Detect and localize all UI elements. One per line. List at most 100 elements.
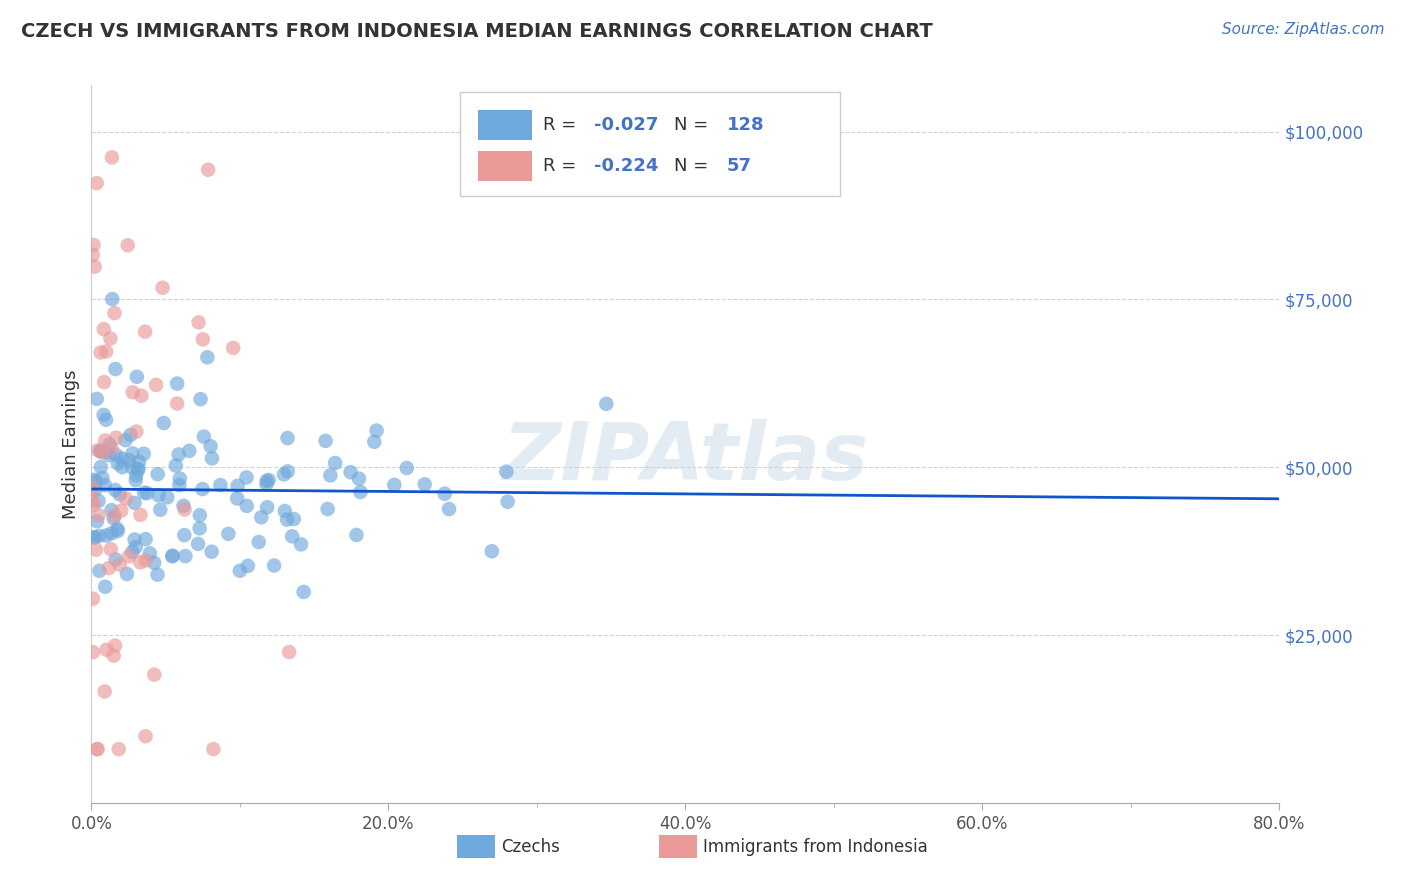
Point: [115, 567, 138, 582]
Point: [111, 451, 134, 466]
Point: [82, 645, 104, 659]
Point: [124, 496, 146, 510]
Point: [595, 397, 617, 411]
Point: [281, 529, 304, 543]
Point: [145, 378, 167, 392]
Point: [209, 478, 232, 492]
Point: [166, 376, 188, 391]
Point: [323, 456, 346, 470]
Point: [226, 479, 249, 493]
Point: [121, 460, 143, 475]
Point: [125, 473, 148, 487]
Point: [226, 491, 249, 506]
Point: [121, 385, 143, 400]
Point: [173, 528, 195, 542]
Point: [83, 531, 105, 545]
Point: [100, 332, 122, 346]
FancyBboxPatch shape: [460, 92, 839, 196]
Point: [125, 369, 148, 384]
Point: [83, 473, 105, 487]
Point: [188, 521, 211, 535]
Point: [128, 455, 150, 469]
Point: [104, 552, 127, 566]
Point: [94, 478, 117, 492]
Point: [278, 645, 301, 659]
Point: [433, 487, 456, 501]
Point: [100, 526, 122, 541]
Point: [273, 467, 295, 482]
Point: [236, 499, 259, 513]
Point: [135, 729, 157, 743]
Point: [111, 460, 134, 475]
Point: [82, 481, 104, 495]
Text: -0.224: -0.224: [593, 157, 658, 175]
Point: [179, 443, 201, 458]
Point: [274, 504, 297, 518]
Point: [256, 500, 278, 515]
Point: [107, 524, 129, 538]
Point: [319, 468, 342, 483]
Point: [222, 341, 245, 355]
Point: [86, 742, 108, 756]
Point: [257, 473, 280, 487]
FancyBboxPatch shape: [659, 835, 697, 858]
Point: [103, 306, 125, 320]
Point: [86, 742, 108, 756]
Point: [146, 567, 169, 582]
Point: [167, 447, 190, 461]
Point: [104, 483, 127, 497]
Point: [191, 332, 214, 346]
Point: [94, 413, 117, 427]
Point: [98, 437, 121, 451]
Point: [339, 465, 361, 479]
Point: [101, 292, 124, 306]
Point: [143, 556, 166, 570]
Text: 57: 57: [727, 157, 752, 175]
Point: [188, 508, 211, 523]
Point: [366, 424, 388, 438]
Point: [437, 502, 460, 516]
Point: [169, 478, 191, 492]
Point: [87, 443, 110, 458]
Point: [256, 477, 278, 491]
Point: [89, 564, 111, 578]
Point: [174, 549, 197, 563]
Point: [134, 485, 156, 500]
Point: [93, 684, 115, 698]
Point: [86, 514, 108, 528]
Point: [104, 508, 127, 523]
Point: [162, 549, 184, 563]
Text: N =: N =: [673, 116, 713, 134]
Point: [118, 453, 141, 467]
Point: [91, 471, 114, 485]
Text: ZIPAtlas: ZIPAtlas: [502, 419, 869, 497]
Point: [103, 648, 125, 663]
Point: [172, 499, 194, 513]
Point: [125, 425, 148, 439]
Point: [173, 502, 195, 516]
Point: [191, 482, 214, 496]
Point: [87, 494, 110, 508]
Point: [98, 448, 121, 462]
Point: [247, 535, 270, 549]
Point: [124, 540, 146, 554]
Point: [143, 667, 166, 681]
Point: [195, 351, 218, 365]
Point: [103, 511, 125, 525]
Point: [129, 508, 152, 522]
Point: [290, 537, 312, 551]
Point: [108, 558, 131, 572]
Text: Source: ZipAtlas.com: Source: ZipAtlas.com: [1222, 22, 1385, 37]
Point: [82, 494, 104, 508]
Point: [349, 485, 371, 500]
Point: [229, 564, 252, 578]
Point: [197, 162, 219, 177]
Point: [127, 462, 149, 476]
Point: [250, 510, 273, 524]
Text: -0.027: -0.027: [593, 116, 658, 134]
Point: [94, 434, 117, 448]
Point: [101, 150, 124, 164]
Point: [96, 642, 118, 657]
Point: [97, 561, 120, 575]
Point: [129, 555, 152, 569]
